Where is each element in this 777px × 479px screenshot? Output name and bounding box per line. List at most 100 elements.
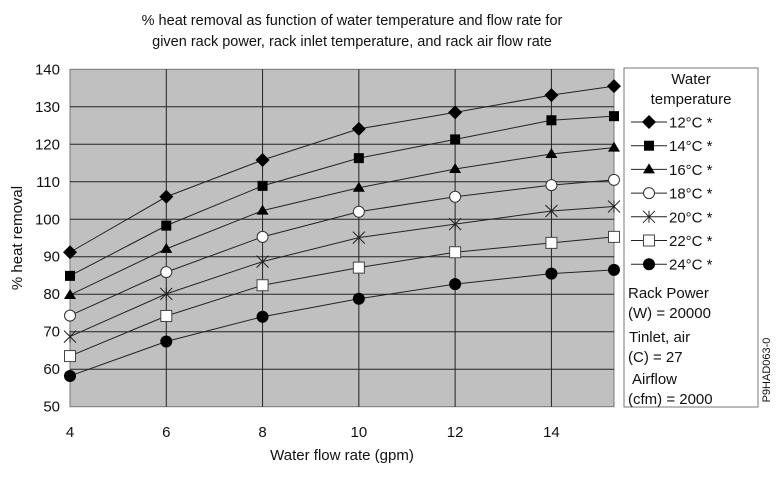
x-tick-label: 12 [447, 424, 464, 441]
asterisk-marker [63, 330, 77, 343]
legend-item: 14°C * [631, 138, 713, 155]
series-20c [63, 200, 621, 343]
open-square-marker [545, 236, 558, 249]
legend-label: 12°C * [669, 115, 713, 132]
open-circle-marker [352, 205, 365, 218]
square-marker [450, 134, 461, 145]
legend-title-line-1: Water [671, 71, 710, 88]
open-square-marker [256, 279, 269, 292]
x-tick-label: 8 [258, 424, 266, 441]
legend-label: 20°C * [669, 209, 713, 226]
open-square-marker [643, 234, 655, 247]
legend-item: 16°C * [631, 162, 713, 179]
diamond-marker [544, 88, 559, 103]
diamond-marker [607, 79, 621, 94]
filled-circle-marker [643, 258, 655, 271]
open-square-marker [449, 246, 462, 259]
square-marker [65, 270, 75, 281]
legend-title-line-2: temperature [651, 91, 732, 108]
y-tick-label: 90 [43, 249, 60, 266]
x-tick-label: 10 [351, 424, 368, 441]
x-tick-label: 4 [66, 424, 74, 441]
diamond-marker [642, 115, 656, 129]
legend-item: 12°C * [631, 115, 713, 132]
y-tick-label: 60 [43, 361, 60, 378]
legend-label: 16°C * [669, 162, 713, 179]
open-circle-marker [64, 309, 76, 322]
annotations: Rack Power (W) = 20000 Tinlet, air (C) = 27… [628, 285, 713, 408]
diamond-marker [448, 105, 463, 120]
asterisk-marker [642, 210, 656, 224]
legend-label: 14°C * [669, 138, 713, 155]
y-tick-label: 50 [43, 399, 60, 416]
triangle-marker [608, 141, 620, 152]
asterisk-marker [256, 255, 269, 268]
y-tick-label: 70 [43, 324, 60, 341]
diamond-marker [351, 121, 366, 136]
square-marker [353, 153, 364, 164]
asterisk-marker [159, 287, 173, 301]
annotation-line: Tinlet, air [629, 329, 690, 346]
annotation-line: (cfm) = 2000 [628, 391, 713, 408]
series-16c [64, 141, 620, 299]
series-14c [65, 111, 619, 281]
annotation-line: (W) = 20000 [628, 305, 711, 322]
legend-item: 18°C * [631, 186, 713, 203]
triangle-marker [643, 163, 655, 174]
y-tick-label: 130 [35, 99, 60, 116]
square-marker [161, 220, 172, 231]
series-24c [64, 263, 620, 382]
series-22c [64, 230, 620, 363]
series-18c [64, 173, 620, 322]
series-12c [63, 79, 621, 260]
legend-label: 18°C * [669, 186, 713, 203]
annotation-line: Rack Power [628, 285, 709, 302]
triangle-marker [545, 148, 558, 159]
y-axis-label: % heat removal [9, 186, 26, 290]
open-square-marker [64, 350, 76, 363]
legend-label: 22°C * [669, 233, 713, 250]
open-circle-marker [545, 179, 558, 192]
diamond-marker [63, 245, 77, 260]
square-marker [257, 180, 268, 191]
square-marker [644, 140, 654, 151]
triangle-marker [64, 288, 76, 299]
asterisk-marker [607, 200, 621, 213]
y-tick-label: 120 [35, 136, 60, 153]
plot-area [69, 68, 615, 408]
filled-circle-marker [352, 292, 365, 305]
square-marker [546, 115, 557, 126]
triangle-marker [352, 181, 365, 192]
asterisk-marker [448, 217, 462, 231]
filled-circle-marker [64, 369, 76, 382]
asterisk-marker [545, 204, 558, 218]
diamond-marker [255, 153, 270, 168]
filled-circle-marker [256, 310, 269, 323]
diamond-marker [159, 189, 174, 204]
y-tick-label: 80 [43, 286, 60, 303]
tick-labels: 50 60 70 80 90 100 110 120 130 140 4 6 8 10 12 14 [35, 61, 560, 441]
open-circle-marker [608, 173, 620, 186]
legend-item: 20°C * [631, 209, 713, 226]
asterisk-marker [352, 231, 366, 244]
legend-label: 24°C * [669, 257, 713, 274]
annotation-line: (C) = 27 [628, 349, 683, 366]
x-tick-label: 6 [162, 424, 170, 441]
triangle-marker [449, 163, 462, 174]
x-axis-label: Water flow rate (gpm) [270, 447, 414, 464]
filled-circle-marker [608, 263, 620, 276]
filled-circle-marker [160, 335, 173, 348]
square-marker [609, 111, 619, 122]
legend-item: 22°C * [631, 233, 713, 250]
open-square-marker [160, 309, 173, 322]
y-tick-label: 110 [36, 174, 60, 191]
series-group [63, 79, 621, 382]
open-circle-marker [256, 230, 269, 243]
open-circle-marker [449, 190, 462, 203]
x-tick-label: 14 [543, 424, 560, 441]
legend: 12°C * 14°C * 16°C * 18°C * 20°C * 22°C * 24°C… [631, 115, 713, 274]
y-tick-label: 100 [35, 211, 60, 228]
chart-title-line-2: given rack power, rack inlet temperature… [152, 34, 552, 50]
legend-item: 24°C * [631, 257, 713, 274]
